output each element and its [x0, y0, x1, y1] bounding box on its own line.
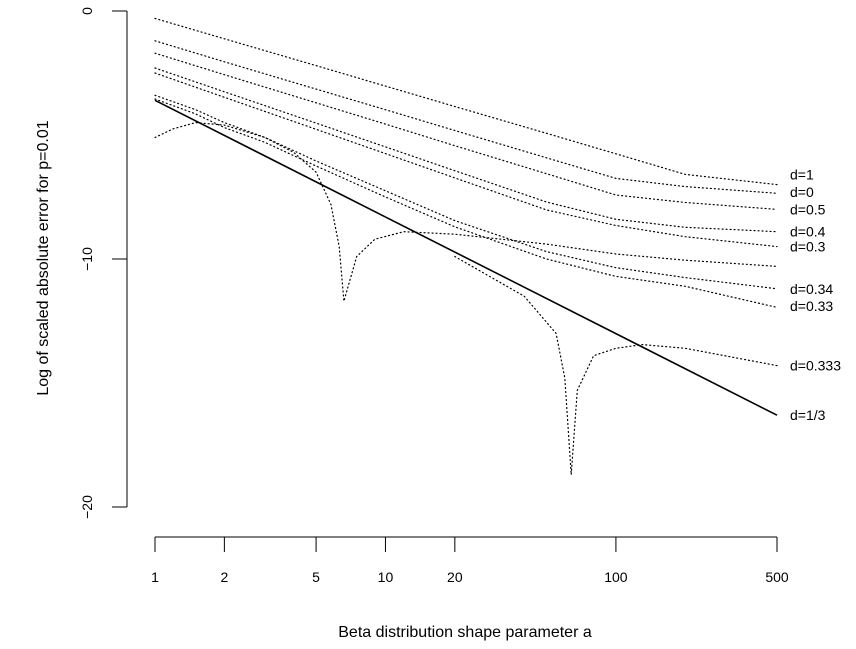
series-line [154, 121, 778, 302]
x-tick-label: 5 [312, 569, 320, 585]
series-labels: d=1d=0d=0.5 d=0.4d=0.3 d=0.34d=0.33 d=0.333… [790, 167, 841, 424]
series-line [154, 67, 778, 233]
x-axis: 1 2 5 10 20 100 500 [151, 536, 789, 585]
series-line [154, 94, 778, 290]
series-line [154, 52, 778, 210]
series-line [154, 98, 778, 308]
series-label: d=0.5 [790, 201, 826, 217]
y-axis-title: Log of scaled absolute error for p=0.01 [35, 120, 52, 395]
x-tick-label: 2 [220, 569, 228, 585]
series-label: d=0.4 [790, 224, 826, 240]
series-line [154, 99, 778, 416]
series-line [154, 72, 778, 248]
x-axis-title: Beta distribution shape parameter a [338, 624, 592, 641]
series-label: d=0.3 [790, 239, 826, 255]
y-tick-label: −20 [79, 495, 95, 519]
x-tick-label: 100 [604, 569, 628, 585]
series-line [154, 40, 778, 194]
series-label: d=0 [790, 184, 814, 200]
series-layer [154, 17, 778, 476]
series-label: d=0.34 [790, 281, 833, 297]
series-label: d=0.333 [790, 358, 841, 374]
x-tick-label: 500 [765, 569, 789, 585]
series-line [454, 255, 778, 476]
x-tick-label: 10 [378, 569, 394, 585]
series-label: d=0.33 [790, 298, 833, 314]
y-axis: 0 −10 −20 [79, 7, 128, 519]
series-label: d=1 [790, 167, 814, 183]
series-line [154, 17, 778, 186]
x-tick-label: 1 [151, 569, 159, 585]
y-tick-label: 0 [79, 7, 95, 15]
series-label: d=1/3 [790, 407, 826, 423]
x-tick-label: 20 [447, 569, 463, 585]
y-tick-label: −10 [79, 247, 95, 271]
